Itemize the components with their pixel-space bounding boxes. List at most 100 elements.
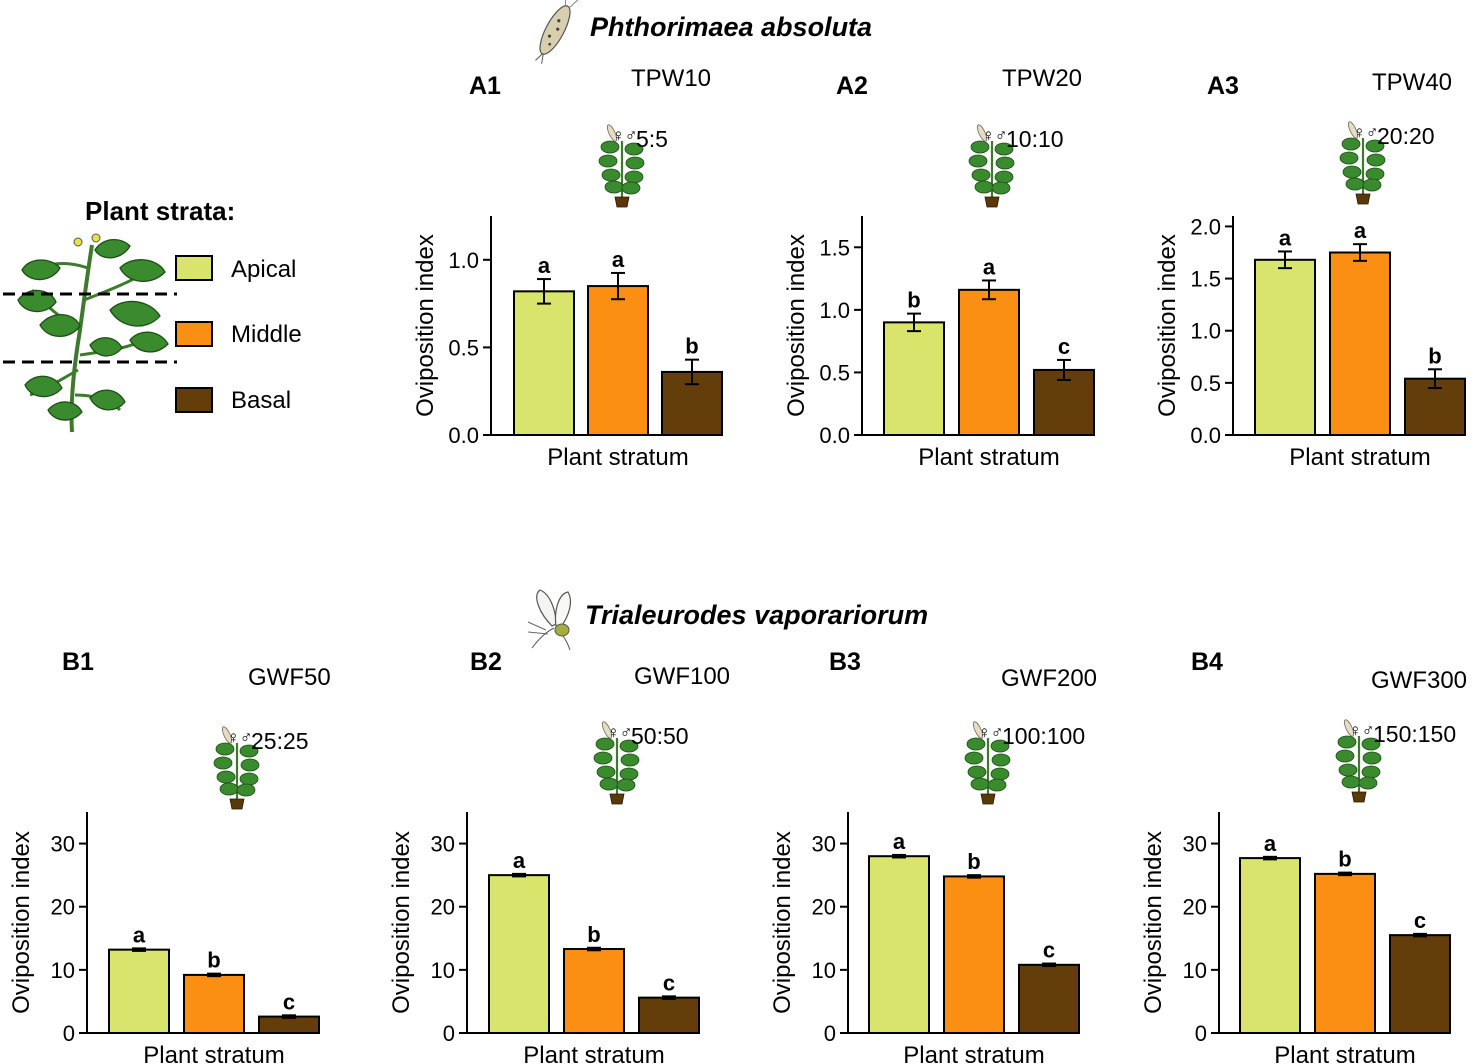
significance-letter: a <box>1279 225 1292 250</box>
sex-symbol: ♀♂ <box>978 723 1004 742</box>
panel-title: TPW10 <box>631 65 711 92</box>
bar-apical <box>1239 857 1301 1035</box>
sex-ratio: 150:150 <box>1373 721 1456 747</box>
panel-title: GWF200 <box>1001 665 1097 692</box>
sex-symbol: ♀♂ <box>607 723 633 742</box>
panel-label: A1 <box>469 72 501 100</box>
species-title-a: Phthorimaea absoluta <box>590 12 872 42</box>
bar-apical <box>1254 258 1316 436</box>
significance-letter: b <box>685 334 698 359</box>
x-axis-label: Plant stratum <box>547 444 688 471</box>
legend-swatch-basal <box>175 387 213 413</box>
error-bar <box>662 995 676 1000</box>
y-tick-label: 10 <box>1183 958 1207 983</box>
sex-ratio: 50:50 <box>631 723 689 749</box>
error-bar <box>282 1014 296 1019</box>
plant-icon <box>598 124 645 208</box>
sex-symbol: ♀♂ <box>1349 721 1375 740</box>
legend-label-apical: Apical <box>231 256 296 283</box>
significance-letter: a <box>1264 831 1277 856</box>
y-tick-label: 0 <box>443 1021 455 1046</box>
bar-middle <box>1314 872 1376 1034</box>
bar-apical <box>108 948 170 1034</box>
y-tick-label: 20 <box>431 895 455 920</box>
significance-letter: a <box>513 848 526 873</box>
plant-icon <box>964 721 1011 805</box>
error-bar <box>967 874 981 879</box>
y-tick-label: 0.0 <box>448 423 479 448</box>
error-bar <box>1057 358 1071 381</box>
error-bar <box>907 312 921 333</box>
sex-symbol: ♀♂ <box>227 728 253 747</box>
y-axis-label: Oviposition index <box>412 234 439 417</box>
bar-apical <box>868 855 930 1035</box>
chart-b3: a b c 0 10 20 30 Plant stratum Oviposition index… <box>769 721 1085 1064</box>
x-axis-label: Plant stratum <box>143 1042 284 1064</box>
significance-letter: b <box>907 288 920 313</box>
chart-b1: a b c 0 10 20 30 Plant stratum Oviposition index… <box>8 726 320 1064</box>
error-bar <box>207 972 221 978</box>
plant-icon <box>1339 121 1386 205</box>
y-tick-label: 30 <box>51 832 75 857</box>
y-tick-label: 0.0 <box>819 423 850 448</box>
panel-label: A3 <box>1207 72 1239 100</box>
error-bar <box>512 872 526 878</box>
panel-a2: A2 TPW20 b a c 0.0 0.5 1.0 1.5 Plant stratum Ovi… <box>783 65 1095 471</box>
bar-basal <box>638 996 700 1035</box>
y-tick-label: 30 <box>1183 832 1207 857</box>
significance-letter: a <box>1354 218 1367 243</box>
panel-b3: B3 GWF200 a b c 0 10 20 30 Plant stratum Oviposi… <box>769 648 1097 1064</box>
sex-ratio: 25:25 <box>251 728 309 754</box>
moth-icon <box>535 0 581 64</box>
sex-ratio: 10:10 <box>1006 126 1064 152</box>
panel-label: B4 <box>1191 648 1223 676</box>
error-bar <box>1413 932 1427 938</box>
plant-icon <box>1335 719 1382 803</box>
y-tick-label: 10 <box>812 958 836 983</box>
significance-letter: a <box>133 922 146 947</box>
bar-apical <box>488 874 550 1035</box>
error-bar <box>1263 855 1277 861</box>
y-tick-label: 0 <box>824 1021 836 1046</box>
significance-letter: a <box>893 829 906 854</box>
y-axis-label: Oviposition index <box>1140 831 1167 1014</box>
bar-middle <box>183 973 245 1034</box>
y-tick-label: 20 <box>51 895 75 920</box>
significance-letter: c <box>283 989 295 1014</box>
panel-b1: B1 GWF50 a b c 0 10 20 30 Plant stratum Oviposit… <box>8 648 331 1064</box>
x-axis-label: Plant stratum <box>918 444 1059 471</box>
error-bar <box>1428 368 1442 390</box>
sex-symbol: ♀♂ <box>1353 123 1379 142</box>
significance-letter: c <box>1414 908 1426 933</box>
chart-b2: a b c 0 10 20 30 Plant stratum Oviposition index… <box>388 721 700 1064</box>
plant-icon <box>968 124 1015 208</box>
error-bar <box>537 278 551 305</box>
y-tick-label: 0 <box>1195 1021 1207 1046</box>
significance-letter: c <box>1058 334 1070 359</box>
y-tick-label: 0 <box>63 1021 75 1046</box>
error-bar <box>587 946 601 952</box>
y-tick-label: 1.0 <box>1190 319 1221 344</box>
y-tick-label: 0.0 <box>1190 423 1221 448</box>
error-bar <box>685 358 699 386</box>
x-axis-label: Plant stratum <box>523 1042 664 1064</box>
y-tick-label: 0.5 <box>448 335 479 360</box>
panel-label: B1 <box>62 648 94 676</box>
legend-swatch-apical <box>175 255 213 281</box>
sex-ratio: 20:20 <box>1377 123 1435 149</box>
significance-letter: b <box>207 948 220 973</box>
error-bar <box>1338 871 1352 877</box>
significance-letter: b <box>587 922 600 947</box>
plant-icon <box>593 721 640 805</box>
sex-ratio: 100:100 <box>1002 723 1085 749</box>
y-axis-label: Oviposition index <box>783 234 810 417</box>
y-tick-label: 20 <box>1183 895 1207 920</box>
bar-basal <box>1389 934 1451 1035</box>
y-tick-label: 0.5 <box>1190 371 1221 396</box>
error-bar <box>611 271 625 301</box>
chart-b4: a b c 0 10 20 30 Plant stratum Oviposition index… <box>1140 719 1456 1064</box>
sex-ratio: 5:5 <box>636 126 668 152</box>
y-tick-label: 1.0 <box>448 248 479 273</box>
y-tick-label: 10 <box>431 958 455 983</box>
significance-letter: b <box>1338 847 1351 872</box>
